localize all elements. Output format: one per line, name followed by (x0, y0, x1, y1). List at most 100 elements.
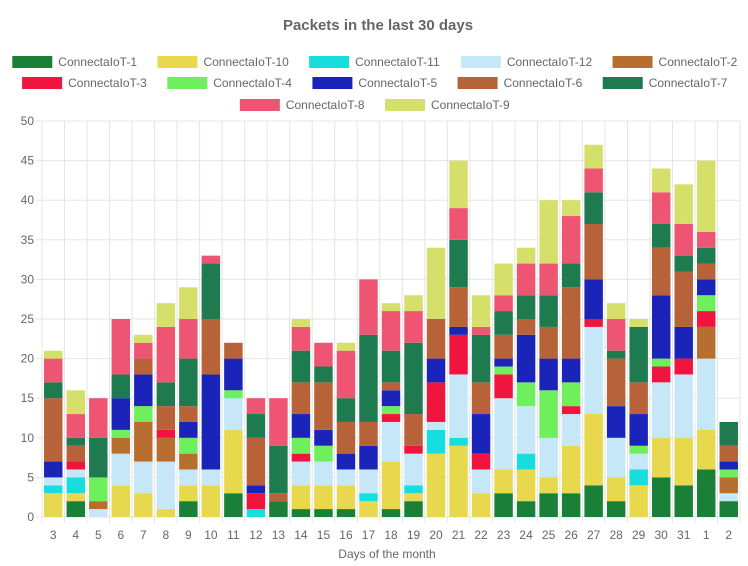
bar-segment (404, 493, 423, 502)
legend-item-connectaiot-4[interactable]: ConnectaIoT-4 (167, 76, 292, 90)
bar-segment (291, 326, 311, 351)
bar-segment (291, 414, 311, 438)
legend-item-connectaiot-5[interactable]: ConnectaIoT-5 (312, 76, 437, 90)
bar-segment (696, 263, 716, 280)
bar-segment (66, 501, 86, 517)
bar-segment (336, 421, 356, 454)
legend-swatch (385, 99, 425, 111)
bar-segment (426, 319, 446, 359)
x-tick-label: 20 (429, 528, 443, 542)
bar-segment (291, 350, 311, 383)
bar-segment (719, 421, 738, 446)
bar-segment (516, 319, 536, 335)
bar-segment (336, 469, 356, 486)
y-tick-label: 25 (21, 312, 35, 326)
legend-swatch (22, 77, 63, 89)
bar-segment (381, 461, 401, 510)
bar-segment (404, 501, 423, 517)
bar-segment (111, 437, 131, 454)
bar-segment (156, 509, 176, 517)
x-tick-label: 17 (362, 528, 376, 542)
bar-segment (539, 358, 558, 391)
legend-label: ConnectaIoT-2 (659, 55, 738, 69)
bar-segment (606, 501, 626, 517)
bar-segment (719, 445, 738, 462)
bar-segment (156, 326, 176, 383)
bar-segment (246, 485, 266, 494)
bar-segment (134, 342, 153, 359)
x-tick-label: 28 (609, 528, 623, 542)
legend-item-connectaiot-6[interactable]: ConnectaIoT-6 (457, 76, 583, 90)
bar-segment (314, 429, 333, 446)
bar-segment (674, 326, 693, 359)
legend-item-connectaiot-8[interactable]: ConnectaIoT-8 (239, 98, 365, 112)
legend-item-connectaiot-11[interactable]: ConnectaIoT-11 (309, 55, 440, 69)
bar-segment (246, 398, 266, 415)
bar-segment (404, 342, 423, 415)
bar-segment (381, 382, 401, 391)
x-tick-label: 6 (117, 528, 124, 542)
legend-item-connectaiot-1[interactable]: ConnectaIoT-1 (12, 55, 137, 69)
legend-item-connectaiot-9[interactable]: ConnectaIoT-9 (385, 98, 510, 112)
legend-label: ConnectaIoT-11 (355, 55, 440, 69)
chart-grid (36, 120, 741, 523)
bar-segment (179, 358, 198, 407)
bar-segment (584, 144, 603, 169)
bar-segment (516, 501, 536, 517)
y-tick-label: 40 (21, 193, 35, 207)
bar-segment (359, 334, 378, 422)
bar-segment (89, 477, 108, 502)
bar-segment (516, 382, 536, 407)
x-tick-label: 7 (140, 528, 147, 542)
bar-segment (561, 200, 581, 217)
bar-segment (201, 485, 221, 517)
bar-segment (66, 390, 86, 415)
bar-segment (426, 247, 446, 319)
legend-swatch (309, 56, 350, 68)
bar-segment (494, 358, 513, 367)
bar-segment (381, 414, 401, 422)
bar-segment (269, 398, 288, 446)
bar-segment (291, 437, 311, 454)
bar-segment (606, 350, 626, 359)
bar-segment (291, 382, 311, 415)
bar-segment (224, 398, 243, 430)
bar-segment (449, 437, 468, 446)
bar-segment (224, 429, 243, 494)
bar-segment (381, 406, 401, 415)
bar-segment (494, 366, 513, 375)
x-tick-label: 1 (703, 528, 710, 542)
bar-segment (336, 485, 356, 510)
legend-item-connectaiot-3[interactable]: ConnectaIoT-3 (22, 76, 147, 90)
bar-segment (561, 414, 581, 446)
x-tick-label: 5 (95, 528, 102, 542)
legend-label: ConnectaIoT-7 (649, 76, 728, 90)
bar-segment (561, 445, 581, 494)
legend-swatch (312, 77, 353, 89)
bar-segment (471, 453, 491, 470)
bar-segment (44, 382, 63, 399)
legend-label: ConnectaIoT-6 (504, 76, 583, 90)
bar-segment (89, 398, 108, 438)
bar-segment (629, 485, 648, 517)
legend-item-connectaiot-2[interactable]: ConnectaIoT-2 (612, 55, 738, 69)
bar-segment (291, 485, 311, 510)
bar-segment (381, 390, 401, 407)
legend-item-connectaiot-7[interactable]: ConnectaIoT-7 (602, 76, 728, 90)
bar-segment (134, 334, 153, 343)
bar-segment (629, 382, 648, 415)
bar-segment (404, 295, 423, 312)
bar-segment (246, 509, 266, 517)
bar-segment (651, 358, 671, 367)
legend-item-connectaiot-12[interactable]: ConnectaIoT-12 (460, 55, 593, 69)
legend-item-connectaiot-10[interactable]: ConnectaIoT-10 (157, 55, 289, 69)
y-tick-label: 35 (21, 233, 35, 247)
bar-segment (674, 184, 693, 224)
bar-segment (66, 493, 86, 502)
bar-segment (539, 437, 558, 478)
legend-label: ConnectaIoT-4 (213, 76, 292, 90)
bar-segment (561, 287, 581, 359)
bar-segment (606, 406, 626, 438)
bar-segment (651, 168, 671, 193)
bar-segment (449, 326, 468, 335)
